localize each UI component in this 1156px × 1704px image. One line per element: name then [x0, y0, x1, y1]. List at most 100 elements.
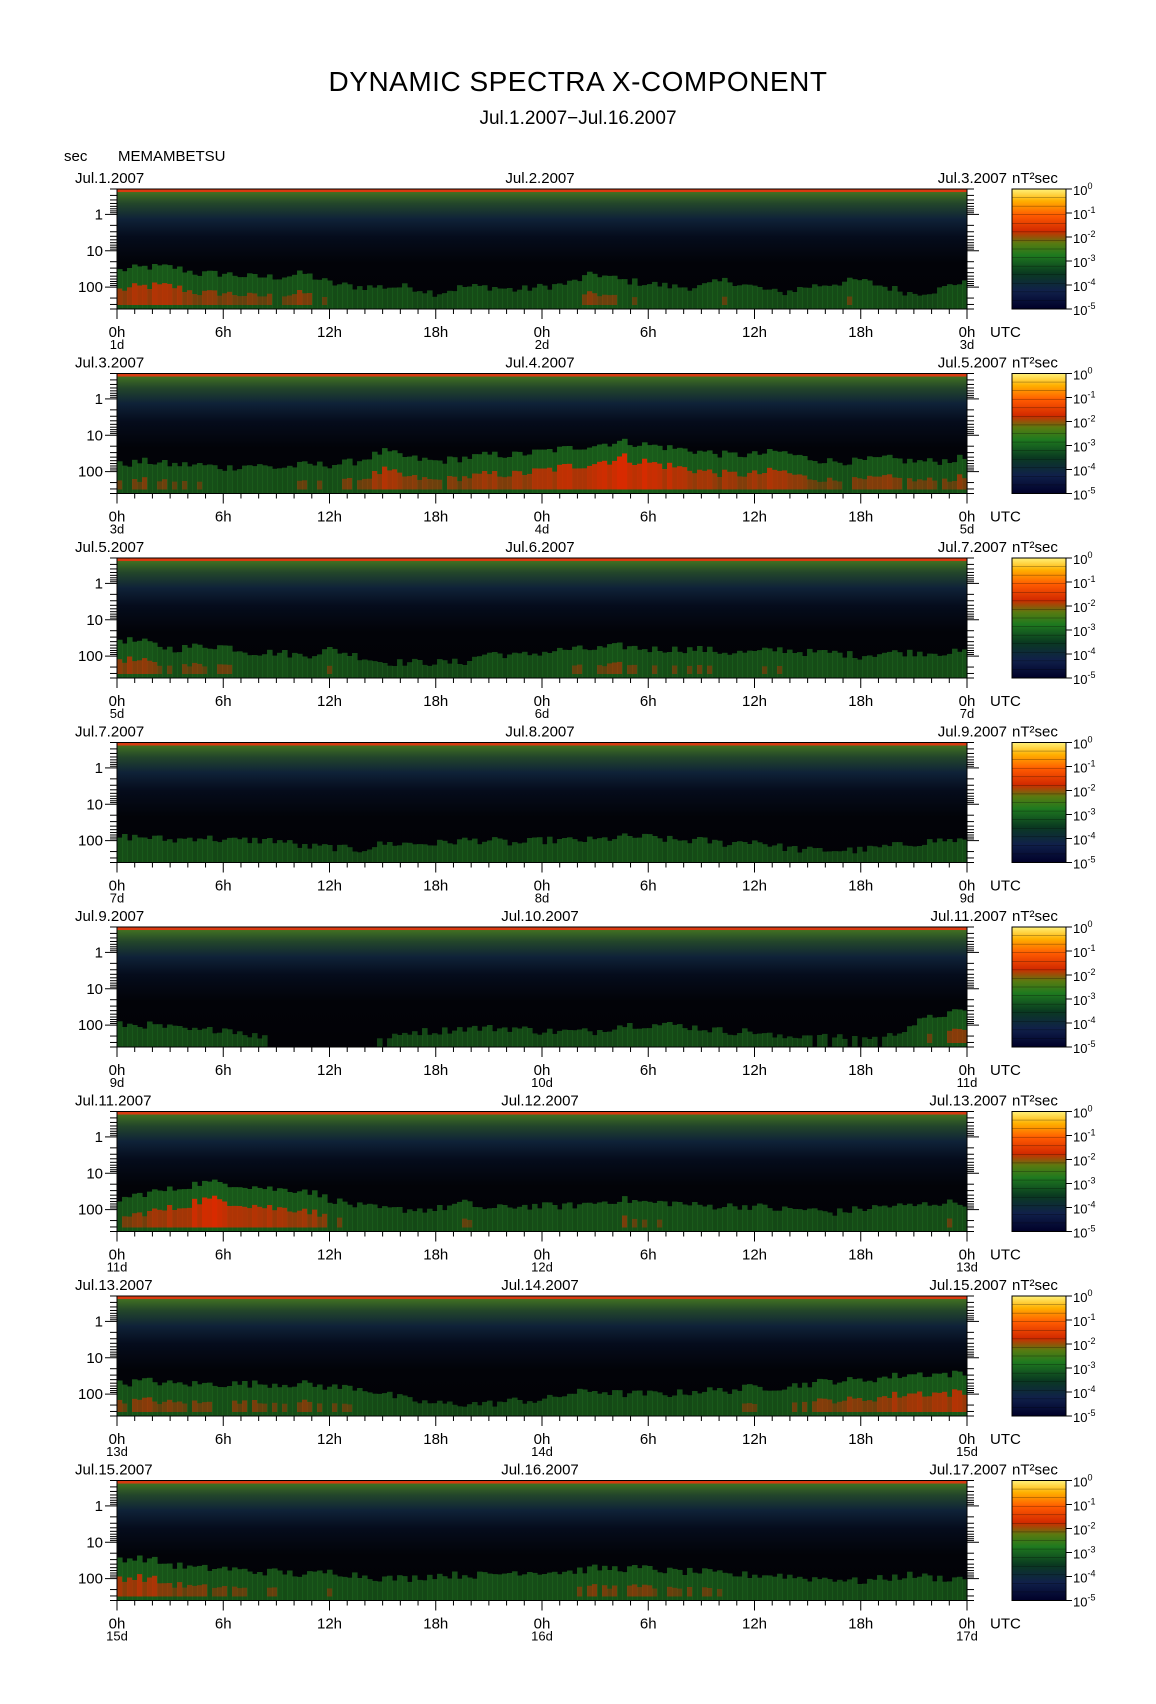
activity-column: [502, 839, 508, 863]
activity-column: [412, 1031, 418, 1047]
activity-column: [562, 284, 568, 309]
activity-peak: [267, 1587, 273, 1597]
activity-column: [217, 1568, 223, 1601]
activity-peak: [237, 296, 243, 305]
colorbar-tick-label: 100: [1073, 1104, 1092, 1121]
activity-column: [537, 1208, 543, 1232]
activity-column: [897, 842, 903, 863]
activity-column: [712, 1390, 718, 1416]
activity-column: [367, 849, 373, 863]
activity-column: [707, 1204, 713, 1232]
activity-column: [432, 460, 438, 494]
activity-column: [417, 1208, 423, 1232]
activity-column: [767, 846, 773, 863]
x-tick-label: 0h: [109, 878, 126, 895]
activity-column: [722, 1391, 728, 1416]
activity-column: [572, 279, 578, 309]
x-tick-label: 18h: [423, 509, 448, 526]
activity-column: [612, 1390, 618, 1416]
x-unit-label: UTC: [990, 324, 1021, 341]
y-tick-label: 100: [78, 1571, 103, 1588]
activity-column: [472, 1025, 478, 1047]
activity-column: [682, 1204, 688, 1232]
activity-column: [557, 1397, 563, 1416]
activity-column: [327, 1202, 333, 1232]
activity-column: [807, 460, 813, 494]
activity-column: [342, 844, 348, 863]
activity-column: [512, 652, 518, 678]
activity-column: [182, 1384, 188, 1416]
activity-column: [857, 458, 863, 494]
activity-column: [342, 1201, 348, 1232]
activity-column: [627, 836, 633, 863]
activity-column: [857, 846, 863, 863]
activity-column: [882, 1036, 888, 1047]
spectrogram-panel-5: Jul.9.2007 Jul.10.2007 Jul.11.20071101000h…: [75, 908, 1095, 1090]
activity-column: [727, 654, 733, 678]
activity-column: [207, 1382, 213, 1416]
x-tick-label: 6h: [640, 324, 657, 341]
activity-column: [547, 1028, 553, 1047]
activity-column: [427, 665, 433, 678]
activity-column: [462, 1199, 468, 1232]
activity-peak: [182, 292, 188, 305]
activity-peak: [777, 470, 783, 490]
activity-column: [282, 467, 288, 494]
activity-peak: [202, 666, 208, 674]
activity-column: [247, 1571, 253, 1601]
activity-peak: [957, 1029, 963, 1043]
activity-column: [877, 1377, 883, 1416]
activity-column: [462, 665, 468, 678]
spectrogram-top-band: [117, 558, 967, 561]
activity-column: [812, 1382, 818, 1416]
activity-column: [697, 285, 703, 309]
activity-column: [897, 1203, 903, 1232]
activity-column: [462, 287, 468, 309]
activity-column: [747, 1209, 753, 1232]
activity-peak: [272, 1587, 278, 1597]
activity-column: [267, 838, 273, 863]
activity-column: [862, 279, 868, 309]
activity-column: [567, 1393, 573, 1416]
activity-column: [602, 1032, 608, 1047]
activity-column: [487, 1400, 493, 1416]
panel-date-left: Jul.3.2007: [75, 355, 144, 372]
activity-column: [242, 837, 248, 863]
activity-column: [277, 279, 283, 309]
activity-column: [677, 651, 683, 678]
activity-column: [837, 1579, 843, 1601]
activity-peak: [907, 1393, 913, 1412]
activity-column: [382, 1206, 388, 1232]
activity-column: [922, 461, 928, 494]
x-tick-label: 12h: [317, 693, 342, 710]
activity-column: [227, 465, 233, 494]
activity-peak: [222, 1201, 228, 1228]
activity-column: [552, 651, 558, 678]
activity-column: [927, 1575, 933, 1601]
activity-column: [672, 839, 678, 863]
activity-column: [452, 844, 458, 863]
x-day-label: 7d: [110, 891, 124, 906]
activity-column: [447, 1033, 453, 1047]
activity-column: [742, 457, 748, 494]
activity-column: [632, 1200, 638, 1232]
activity-column: [792, 1383, 798, 1416]
activity-column: [262, 654, 268, 678]
colorbar-tick-label: 10-1: [1073, 390, 1095, 407]
activity-column: [522, 842, 528, 863]
activity-peak: [292, 294, 298, 305]
activity-column: [322, 649, 328, 678]
activity-column: [757, 842, 763, 863]
colorbar-tick-label: 10-5: [1073, 855, 1095, 872]
activity-column: [897, 652, 903, 678]
activity-column: [162, 1563, 168, 1601]
activity-peak: [887, 474, 893, 490]
activity-column: [427, 459, 433, 494]
activity-peak: [197, 1585, 203, 1597]
activity-peak: [632, 1584, 638, 1597]
activity-peak: [667, 1586, 673, 1597]
activity-column: [717, 1388, 723, 1416]
activity-column: [152, 464, 158, 494]
